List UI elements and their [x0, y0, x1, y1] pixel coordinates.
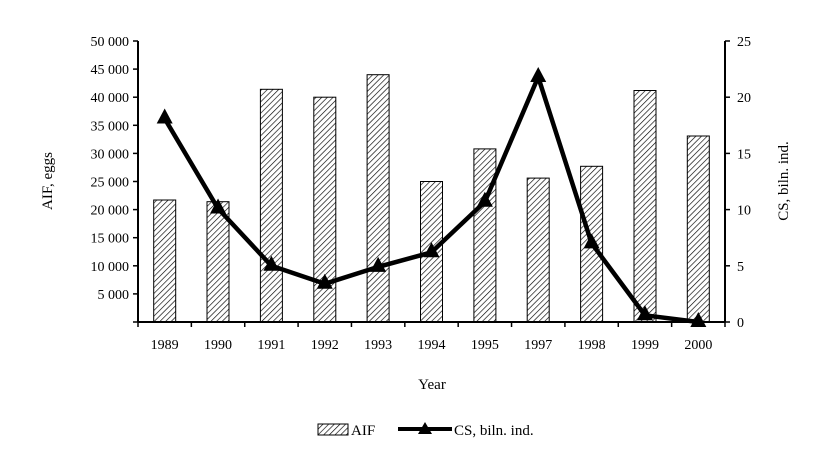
marker-cs-1989: [156, 108, 173, 124]
labels-layer: 5 000 10 000 15 000 20 000 25 000 30 000 35 00…: [91, 35, 752, 353]
left-tick-label: 35 000: [91, 119, 130, 134]
bars-layer: [153, 74, 710, 323]
left-y-axis-title: AIF, eggs: [40, 152, 56, 210]
x-tick-label-2000: 2000: [684, 338, 712, 353]
x-tick-label-1997: 1997: [524, 338, 552, 353]
marker-cs-1993: [370, 256, 387, 272]
bar-aif-2000: [686, 135, 710, 323]
right-tick-label: 0: [737, 316, 744, 331]
left-tick-label: 15 000: [91, 232, 130, 247]
right-tick-label: 20: [737, 91, 751, 106]
bar-aif-1989: [153, 199, 177, 323]
bar-aif-1999: [633, 90, 657, 323]
right-tick-label: 15: [737, 147, 751, 162]
x-tick-label-1989: 1989: [151, 338, 179, 353]
left-tick-label: 40 000: [91, 91, 130, 106]
marker-cs-1991: [263, 255, 280, 271]
left-tick-label: 20 000: [91, 204, 130, 219]
legend: AIF CS, biln. ind.: [317, 422, 534, 439]
legend-swatch-aif: [317, 423, 349, 436]
right-y-axis-title: CS, biln. ind.: [776, 141, 792, 221]
right-tick-label: 25: [737, 35, 751, 50]
marker-cs-1994: [423, 242, 440, 258]
right-tick-label: 5: [737, 260, 744, 275]
x-tick-label-1999: 1999: [631, 338, 659, 353]
marker-cs-1992: [316, 273, 333, 289]
bar-aif-1995: [473, 148, 497, 323]
marker-cs-1990: [210, 198, 227, 214]
left-tick-label: 25 000: [91, 176, 130, 191]
line-layer: [156, 66, 707, 327]
x-axis-title: Year: [418, 377, 446, 393]
x-tick-label-1995: 1995: [471, 338, 499, 353]
axes-layer: [133, 40, 730, 327]
right-tick-label: 10: [737, 204, 751, 219]
marker-cs-2000: [690, 312, 707, 327]
x-tick-label-1994: 1994: [418, 338, 446, 353]
left-tick-label: 50 000: [91, 35, 130, 50]
x-tick-label-1998: 1998: [578, 338, 606, 353]
x-tick-label-1993: 1993: [364, 338, 392, 353]
left-tick-label: 5 000: [98, 288, 130, 303]
legend-marker-cs: [418, 422, 432, 434]
bar-aif-1991: [259, 88, 283, 323]
left-tick-label: 30 000: [91, 147, 130, 162]
bar-aif-1997: [526, 177, 550, 323]
left-tick-label: 10 000: [91, 260, 130, 275]
legend-label-aif: AIF: [351, 423, 375, 439]
marker-cs-1995: [476, 191, 493, 207]
x-tick-label-1992: 1992: [311, 338, 339, 353]
left-tick-label: 45 000: [91, 63, 130, 78]
x-tick-label-1990: 1990: [204, 338, 232, 353]
x-tick-label-1991: 1991: [257, 338, 285, 353]
bar-aif-1993: [366, 74, 390, 323]
marker-cs-1998: [583, 233, 600, 249]
marker-cs-1997: [530, 66, 547, 82]
marker-cs-1999: [636, 305, 653, 321]
legend-label-cs: CS, biln. ind.: [454, 423, 534, 439]
